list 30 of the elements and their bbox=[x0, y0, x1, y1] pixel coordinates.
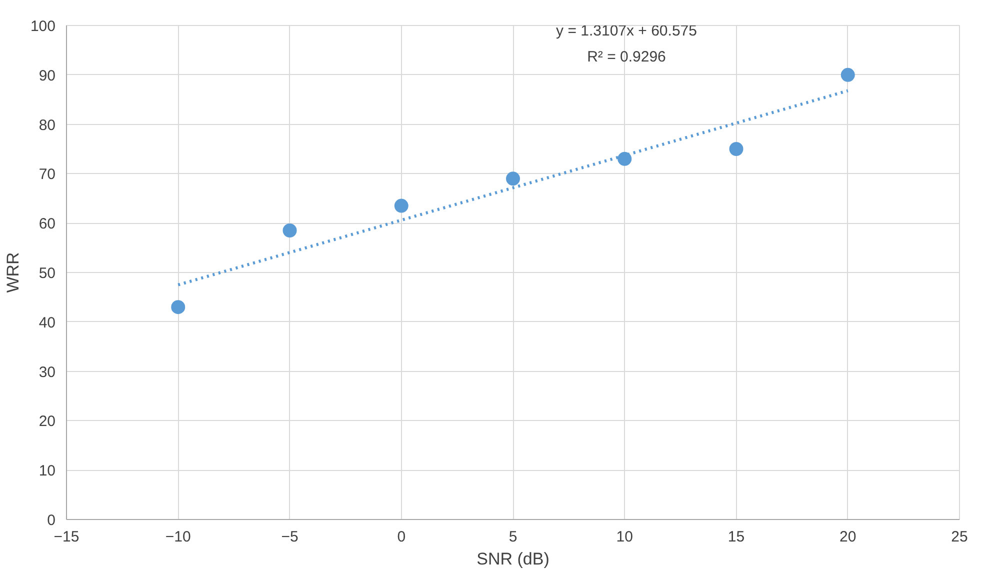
point bbox=[729, 142, 744, 156]
x-tick-label: −10 bbox=[165, 528, 191, 546]
x-tick-label: 0 bbox=[397, 528, 406, 546]
y-tick-label: 60 bbox=[38, 216, 56, 233]
point bbox=[171, 300, 186, 314]
point bbox=[618, 152, 632, 166]
x-tick-label: 10 bbox=[616, 528, 633, 546]
point bbox=[394, 198, 408, 213]
x-tick-label: −15 bbox=[54, 528, 80, 546]
y-tick-label: 50 bbox=[38, 265, 56, 282]
point bbox=[282, 224, 297, 238]
y-tick-label: 0 bbox=[47, 512, 56, 529]
y-tick-label: 90 bbox=[38, 67, 56, 84]
y-tick-label: 20 bbox=[38, 413, 56, 430]
y-tick-label: 30 bbox=[38, 364, 56, 381]
x-tick-label: −5 bbox=[281, 528, 298, 546]
x-tick-label: 25 bbox=[951, 528, 968, 546]
y-tick-label: 10 bbox=[38, 462, 56, 480]
y-tick-label: 100 bbox=[30, 18, 56, 35]
point bbox=[840, 68, 855, 82]
y-tick-label: 80 bbox=[38, 116, 56, 134]
x-tick-label: 20 bbox=[840, 528, 856, 546]
y-tick-label: 70 bbox=[38, 166, 56, 184]
y-axis-title: WRR bbox=[3, 252, 22, 293]
x-tick-label: 5 bbox=[508, 528, 518, 546]
point bbox=[506, 172, 520, 186]
annotation: R² = 0.9296 bbox=[587, 48, 666, 66]
x-tick-label: 15 bbox=[728, 528, 745, 546]
x-axis-title: SNR (dB) bbox=[476, 550, 550, 568]
y-tick-label: 40 bbox=[38, 314, 56, 332]
